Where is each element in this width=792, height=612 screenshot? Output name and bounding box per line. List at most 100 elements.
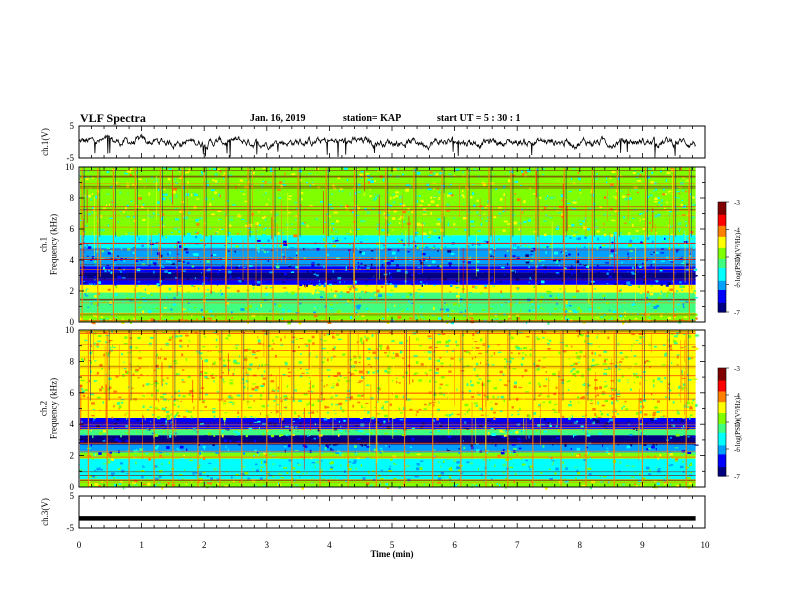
spectral-speckle xyxy=(123,367,127,370)
spectral-speckle xyxy=(113,317,115,320)
spectral-speckle xyxy=(462,468,465,470)
spectral-speckle xyxy=(110,395,113,398)
spectral-speckle xyxy=(596,247,599,251)
spectral-speckle xyxy=(185,426,188,430)
spectral-speckle xyxy=(652,273,656,276)
spectral-speckle xyxy=(148,264,151,267)
spectral-speckle xyxy=(592,376,595,378)
spectral-speckle xyxy=(321,460,323,462)
spectral-speckle xyxy=(649,414,651,416)
spectral-speckle xyxy=(129,363,131,365)
spectral-speckle xyxy=(233,368,235,371)
spectral-speckle xyxy=(142,305,146,307)
spectral-speckle xyxy=(485,451,488,454)
spectral-speckle xyxy=(260,461,263,464)
spectral-speckle xyxy=(162,215,165,218)
spectral-speckle xyxy=(183,359,186,362)
spectral-speckle xyxy=(115,181,118,185)
spectral-speckle xyxy=(388,281,390,284)
spectral-speckle xyxy=(372,412,375,415)
spectral-speckle xyxy=(140,422,144,425)
spectral-speckle xyxy=(201,250,205,253)
spectral-speckle xyxy=(524,369,528,372)
spectral-speckle xyxy=(576,420,579,423)
spectral-speckle xyxy=(213,273,215,276)
spectral-speckle xyxy=(625,458,629,460)
spectral-speckle xyxy=(674,459,678,462)
spectral-speckle xyxy=(163,427,167,430)
spectral-speckle xyxy=(209,203,212,206)
spectral-speckle xyxy=(659,211,664,214)
y-axis-label: ch.1Frequency (kHz) xyxy=(39,214,59,275)
spectral-speckle xyxy=(523,200,526,204)
spectral-speckle xyxy=(677,303,680,306)
spectral-speckle xyxy=(695,403,698,407)
spectral-speckle xyxy=(622,405,626,408)
spectral-speckle xyxy=(94,232,99,235)
spectral-speckle xyxy=(227,270,232,274)
spectral-speckle xyxy=(330,311,335,314)
spectral-speckle xyxy=(475,443,479,446)
spectral-speckle xyxy=(549,294,552,298)
spectral-speckle xyxy=(618,379,621,382)
spectral-speckle xyxy=(392,464,397,466)
spectral-speckle xyxy=(331,228,333,232)
spectral-speckle xyxy=(612,310,617,314)
spectral-speckle xyxy=(184,243,186,246)
spectral-speckle xyxy=(667,282,671,286)
spectral-speckle xyxy=(269,167,273,170)
spectral-speckle xyxy=(681,289,684,292)
spectral-speckle xyxy=(389,465,391,468)
spectral-speckle xyxy=(427,236,431,238)
spectral-speckle xyxy=(274,191,279,195)
spectral-speckle xyxy=(465,186,467,189)
spectral-speckle xyxy=(216,333,219,336)
spectral-speckle xyxy=(452,299,456,302)
spectral-speckle xyxy=(549,190,553,194)
spectral-speckle xyxy=(575,370,580,374)
spectral-speckle xyxy=(683,240,688,244)
spectral-speckle xyxy=(565,315,567,318)
spectral-speckle xyxy=(117,275,122,279)
spectral-speckle xyxy=(661,469,665,472)
spectral-speckle xyxy=(179,176,183,179)
spectral-speckle xyxy=(356,341,359,344)
spectral-speckle xyxy=(319,288,322,290)
spectral-speckle xyxy=(417,366,420,369)
spectral-speckle xyxy=(693,274,698,277)
spectral-speckle xyxy=(413,354,418,358)
spectral-speckle xyxy=(337,277,342,280)
spectral-speckle xyxy=(528,200,530,203)
spectral-speckle xyxy=(204,393,208,396)
spectral-speckle xyxy=(185,251,189,254)
spectral-speckle xyxy=(472,285,475,288)
spectral-speckle xyxy=(105,285,110,288)
spectral-speckle xyxy=(182,369,185,371)
spectral-speckle xyxy=(616,395,621,397)
spectral-speckle xyxy=(629,239,633,243)
spectral-speckle xyxy=(377,169,379,172)
spectral-speckle xyxy=(305,181,308,184)
spectral-speckle xyxy=(436,184,440,187)
spectral-speckle xyxy=(370,268,373,270)
spectral-speckle xyxy=(575,477,577,480)
spectral-speckle xyxy=(319,296,323,298)
spectral-speckle xyxy=(388,266,392,270)
spectral-speckle xyxy=(390,271,392,274)
spectral-speckle xyxy=(449,264,451,267)
spectral-speckle xyxy=(476,277,478,280)
spectral-speckle xyxy=(477,468,479,471)
spectral-speckle xyxy=(685,466,689,469)
spectral-speckle xyxy=(318,434,323,437)
spectral-speckle xyxy=(689,233,692,236)
spectral-speckle xyxy=(423,403,427,406)
colorbar-cell xyxy=(718,268,726,271)
spectral-speckle xyxy=(90,261,93,263)
spectral-speckle xyxy=(512,255,516,258)
spectral-speckle xyxy=(257,342,262,345)
spectral-speckle xyxy=(445,411,449,414)
spectral-speckle xyxy=(580,181,583,184)
spectral-speckle xyxy=(556,302,558,305)
spectral-speckle xyxy=(298,402,302,405)
spectral-speckle xyxy=(240,339,245,343)
